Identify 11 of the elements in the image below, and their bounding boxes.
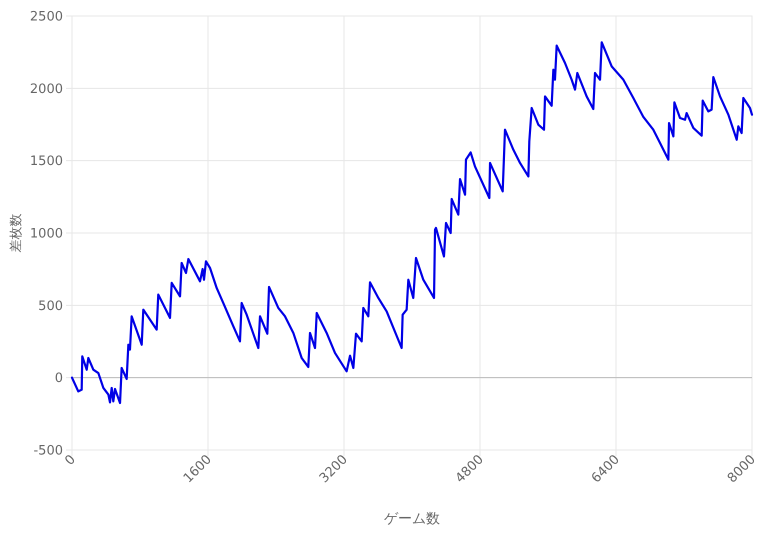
x-axis-title: ゲーム数 [384, 511, 440, 527]
y-tick-label: 2500 [30, 10, 63, 24]
y-tick-label: 2000 [30, 82, 63, 97]
line-series [70, 41, 754, 404]
y-tick-label: 500 [38, 298, 63, 314]
y-tick-label: 1500 [30, 154, 63, 170]
y-tick-label: -500 [33, 444, 63, 458]
x-tick-label: 0 [62, 452, 79, 469]
y-tick-label: 1000 [30, 226, 63, 242]
y-axis-title: 差枚数 [9, 214, 24, 252]
y-tick-label: 0 [54, 371, 63, 386]
